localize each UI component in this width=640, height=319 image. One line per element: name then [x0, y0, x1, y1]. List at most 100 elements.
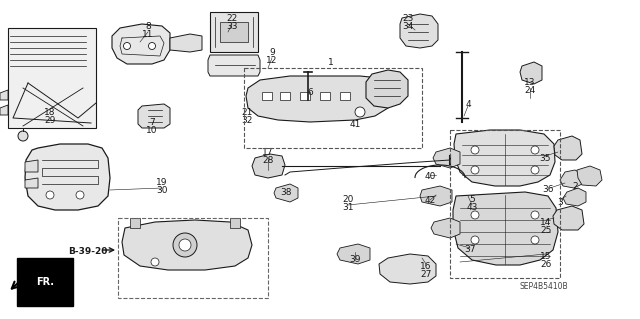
Polygon shape — [337, 244, 370, 264]
Text: 34: 34 — [403, 22, 413, 31]
Polygon shape — [210, 12, 258, 52]
Text: 17: 17 — [262, 148, 274, 157]
Polygon shape — [25, 144, 110, 210]
Polygon shape — [122, 220, 252, 270]
Text: 12: 12 — [266, 56, 278, 65]
Text: 33: 33 — [227, 22, 237, 31]
Text: 41: 41 — [349, 120, 361, 129]
Polygon shape — [280, 92, 290, 100]
Text: 27: 27 — [420, 270, 432, 279]
Circle shape — [531, 166, 539, 174]
Circle shape — [76, 191, 84, 199]
Polygon shape — [112, 24, 170, 64]
Circle shape — [471, 146, 479, 154]
Polygon shape — [0, 90, 8, 100]
Polygon shape — [433, 148, 460, 168]
Text: 5: 5 — [469, 195, 475, 204]
Text: 30: 30 — [156, 186, 168, 195]
Text: 24: 24 — [524, 86, 536, 95]
Polygon shape — [25, 178, 38, 188]
Polygon shape — [577, 166, 602, 186]
Text: 9: 9 — [269, 48, 275, 57]
Polygon shape — [274, 184, 298, 202]
Text: 6: 6 — [307, 88, 313, 97]
Text: 19: 19 — [156, 178, 168, 187]
Text: 3: 3 — [557, 198, 563, 207]
Text: SEP4B5410B: SEP4B5410B — [520, 282, 568, 291]
Text: 39: 39 — [349, 255, 361, 264]
Bar — [118, 218, 268, 298]
Polygon shape — [246, 76, 392, 122]
Circle shape — [124, 42, 131, 49]
Polygon shape — [340, 92, 350, 100]
Text: FR.: FR. — [36, 277, 54, 287]
Text: 10: 10 — [147, 126, 157, 135]
Polygon shape — [130, 218, 140, 228]
Circle shape — [179, 239, 191, 251]
Text: 18: 18 — [44, 108, 56, 117]
Circle shape — [471, 211, 479, 219]
Polygon shape — [220, 22, 248, 42]
Text: 13: 13 — [524, 78, 536, 87]
Text: 40: 40 — [424, 172, 436, 181]
Text: 36: 36 — [542, 185, 554, 194]
Polygon shape — [300, 92, 310, 100]
Text: 23: 23 — [403, 14, 413, 23]
Circle shape — [471, 166, 479, 174]
Text: B-39-20: B-39-20 — [68, 248, 108, 256]
Text: 7: 7 — [149, 118, 155, 127]
Polygon shape — [366, 70, 408, 108]
Polygon shape — [208, 55, 260, 76]
Circle shape — [46, 191, 54, 199]
Polygon shape — [454, 130, 555, 186]
Polygon shape — [379, 254, 436, 284]
Text: 31: 31 — [342, 203, 354, 212]
Text: 35: 35 — [540, 154, 551, 163]
Polygon shape — [320, 92, 330, 100]
Circle shape — [148, 42, 156, 49]
Text: 25: 25 — [540, 226, 552, 235]
Polygon shape — [560, 170, 582, 188]
Polygon shape — [563, 188, 586, 206]
Text: 38: 38 — [280, 188, 292, 197]
Text: 28: 28 — [262, 156, 274, 165]
Circle shape — [173, 233, 197, 257]
Polygon shape — [230, 218, 240, 228]
Polygon shape — [8, 28, 96, 128]
Polygon shape — [431, 218, 460, 238]
Polygon shape — [170, 34, 202, 52]
Text: 4: 4 — [465, 100, 471, 109]
Circle shape — [355, 107, 365, 117]
Text: 21: 21 — [241, 108, 253, 117]
Text: 11: 11 — [142, 30, 154, 39]
Text: 2: 2 — [572, 182, 578, 191]
Bar — [244, 68, 422, 148]
Polygon shape — [400, 14, 438, 48]
Text: 14: 14 — [540, 218, 552, 227]
Polygon shape — [252, 154, 285, 178]
Polygon shape — [25, 160, 38, 172]
Text: 26: 26 — [540, 260, 552, 269]
Text: 42: 42 — [424, 196, 436, 205]
Polygon shape — [262, 92, 272, 100]
Text: 37: 37 — [464, 245, 476, 254]
Bar — [450, 130, 560, 278]
Text: 15: 15 — [540, 252, 552, 261]
Circle shape — [18, 131, 28, 141]
Text: 22: 22 — [227, 14, 237, 23]
Polygon shape — [138, 104, 170, 128]
Circle shape — [151, 258, 159, 266]
Circle shape — [471, 236, 479, 244]
Polygon shape — [554, 136, 582, 160]
Polygon shape — [453, 192, 558, 265]
Text: 1: 1 — [328, 58, 334, 67]
Text: 43: 43 — [467, 203, 477, 212]
Text: 16: 16 — [420, 262, 432, 271]
Polygon shape — [553, 206, 584, 230]
Circle shape — [531, 211, 539, 219]
Circle shape — [531, 146, 539, 154]
Text: 32: 32 — [241, 116, 253, 125]
Text: 20: 20 — [342, 195, 354, 204]
Polygon shape — [420, 186, 452, 206]
Text: 29: 29 — [44, 116, 56, 125]
